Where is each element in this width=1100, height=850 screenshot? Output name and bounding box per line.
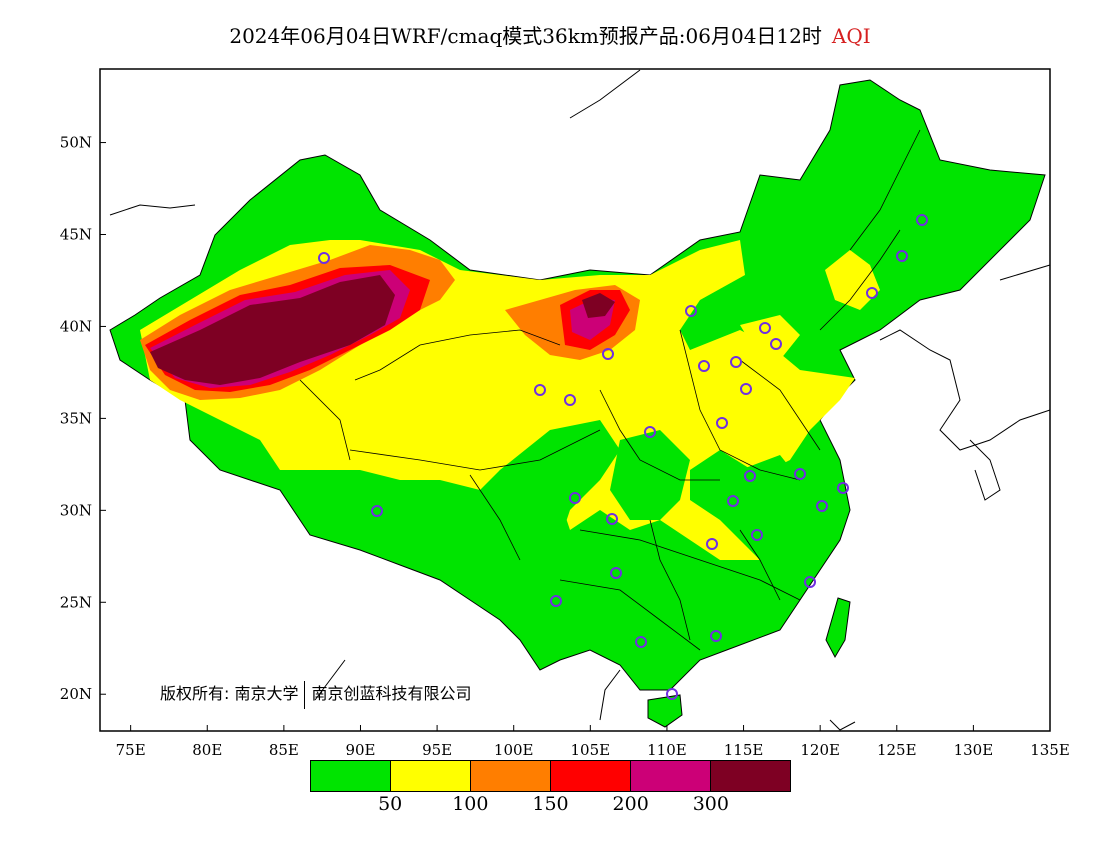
colorbar-segment bbox=[551, 761, 631, 791]
lon-tick-label: 80E bbox=[192, 741, 222, 759]
lat-tick-label: 30N bbox=[60, 501, 92, 519]
lat-tick-label: 35N bbox=[60, 409, 92, 427]
coastline-north bbox=[109, 69, 856, 731]
title-variable: AQI bbox=[831, 24, 871, 48]
lon-tick-label: 105E bbox=[571, 741, 611, 759]
lon-tick-label: 130E bbox=[954, 741, 994, 759]
station-markers bbox=[318, 214, 928, 700]
colorbar-threshold-label: 100 bbox=[452, 793, 489, 815]
lat-tick-label: 50N bbox=[60, 134, 92, 152]
lon-tick-label: 125E bbox=[877, 741, 917, 759]
copyright-separator bbox=[304, 680, 306, 709]
colorbar-threshold-label: 150 bbox=[532, 793, 569, 815]
aqi-colorbar bbox=[310, 760, 791, 792]
lat-tick-label: 45N bbox=[60, 226, 92, 244]
colorbar-segment bbox=[311, 761, 391, 791]
colorbar-segment bbox=[391, 761, 471, 791]
colorbar-threshold-label: 300 bbox=[692, 793, 729, 815]
region-good-southwest bbox=[470, 420, 620, 560]
lon-tick-label: 95E bbox=[422, 741, 452, 759]
lat-tick-label: 25N bbox=[60, 593, 92, 611]
lon-tick-label: 90E bbox=[345, 741, 375, 759]
lon-tick-label: 75E bbox=[116, 741, 146, 759]
lat-tick-label: 40N bbox=[60, 317, 92, 335]
plot-frame bbox=[99, 68, 1051, 732]
lon-tick-label: 120E bbox=[800, 741, 840, 759]
colorbar-segment bbox=[711, 761, 790, 791]
latitude-axis: 50N 45N 40N 35N 30N 25N 20N bbox=[60, 134, 106, 703]
region-hazardous-taklimakan bbox=[150, 275, 395, 385]
copyright-right: 南京创蓝科技有限公司 bbox=[311, 684, 472, 703]
colorbar-threshold-label: 50 bbox=[378, 793, 403, 815]
coastline-korea-japan bbox=[879, 264, 1051, 501]
lon-tick-label: 135E bbox=[1030, 741, 1070, 759]
region-good-south bbox=[610, 430, 690, 520]
region-moderate-northeast bbox=[825, 250, 880, 310]
province-boundaries bbox=[299, 129, 921, 651]
region-good-east bbox=[700, 455, 800, 540]
lon-tick-label: 85E bbox=[269, 741, 299, 759]
colorbar-threshold-label: 200 bbox=[612, 793, 649, 815]
lon-tick-label: 110E bbox=[647, 741, 687, 759]
longitude-axis: 75E 80E 85E 90E 95E 100E 105E 110E 115E 120E 125E 1… bbox=[116, 725, 1070, 759]
colorbar-segment bbox=[631, 761, 711, 791]
title-text: 2024年06月04日WRF/cmaq模式36km预报产品:06月04日12时 bbox=[229, 24, 822, 48]
colorbar-segment bbox=[471, 761, 551, 791]
lon-tick-label: 115E bbox=[724, 741, 764, 759]
hainan-island bbox=[647, 694, 683, 728]
region-hazardous-north bbox=[582, 293, 615, 318]
copyright-left: 版权所有: 南京大学 bbox=[160, 684, 299, 703]
map-title: 2024年06月04日WRF/cmaq模式36km预报产品:06月04日12时 A… bbox=[0, 20, 1100, 49]
region-moderate-north bbox=[740, 315, 800, 360]
copyright-note: 版权所有: 南京大学 南京创蓝科技有限公司 bbox=[160, 680, 472, 709]
taiwan-island bbox=[825, 597, 851, 659]
lat-tick-label: 20N bbox=[60, 685, 92, 703]
lon-tick-label: 100E bbox=[494, 741, 534, 759]
